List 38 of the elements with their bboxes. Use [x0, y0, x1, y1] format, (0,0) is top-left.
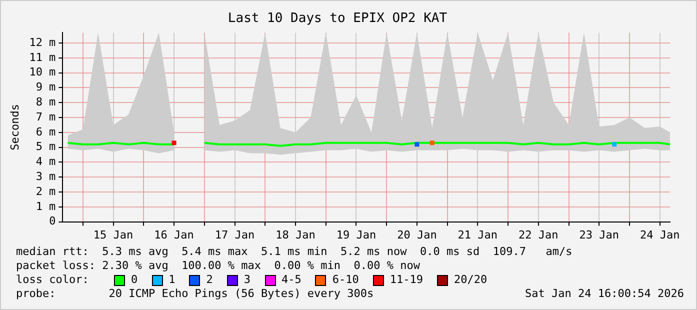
x-tick-label: 15 Jan	[93, 228, 134, 242]
text: probe: 20 ICMP Echo Pings (56 Bytes) every 300s	[16, 287, 374, 301]
y-tick-label: 10 m	[29, 66, 56, 79]
y-tick-label: 7 m	[36, 110, 56, 124]
x-tick-label: 16 Jan	[154, 228, 194, 242]
legend-label: 6-10	[332, 273, 359, 287]
y-tick-label: 4 m	[36, 155, 56, 168]
x-tick-label: 22 Jan	[518, 228, 558, 242]
legend-label: 4-5	[282, 273, 302, 287]
y-tick-label: 5 m	[36, 140, 56, 154]
text: median rtt: 5.3 ms avg 5.4 ms max 5.1 ms min 5.2 ms now 0.0 ms sd 109.7 am/s	[16, 245, 574, 259]
y-tick-label: 2 m	[36, 184, 56, 198]
y-tick-label: 3 m	[36, 170, 56, 183]
y-tick-label: 9 m	[36, 80, 56, 94]
y-tick-label: 12 m	[29, 36, 56, 49]
y-tick-label: 8 m	[36, 95, 56, 108]
legend-label: 3	[244, 273, 250, 287]
legend-label: 20/20	[454, 273, 488, 287]
chart-title: Last 10 Days to EPIX OP2 KAT	[228, 11, 448, 26]
legend-title: loss color:	[16, 273, 90, 287]
y-tick-label: 6 m	[36, 125, 56, 138]
y-tick-label: 11 m	[29, 50, 56, 64]
text: Sat Jan 24 16:00:54 2026	[525, 287, 684, 301]
x-tick-label: 18 Jan	[276, 228, 316, 242]
x-tick-label: 23 Jan	[579, 228, 620, 242]
y-axis-title: Seconds	[8, 104, 22, 150]
legend-label: 0	[131, 273, 138, 287]
x-tick-label: 24 Jan	[640, 228, 680, 242]
x-tick-label: 21 Jan	[458, 228, 498, 242]
y-tick-label: 1 m	[36, 200, 56, 213]
y-tick-label: 0	[49, 214, 56, 228]
legend-label: 1	[168, 273, 176, 287]
x-tick-label: 17 Jan	[214, 228, 255, 242]
legend-label: 2	[206, 273, 213, 287]
x-tick-label: 20 Jan	[397, 228, 437, 242]
legend-label: 11-19	[390, 273, 423, 287]
text: packet loss: 2.30 % avg 100.00 % max 0.00 % min 0.00 % now	[16, 259, 421, 273]
x-tick-label: 19 Jan	[336, 228, 376, 242]
